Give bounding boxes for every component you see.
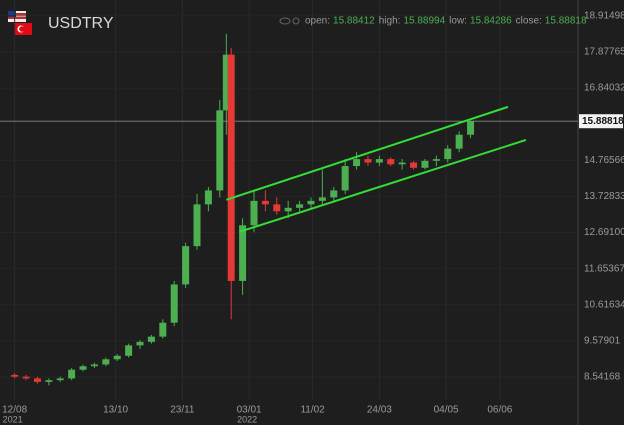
candle-body [410, 162, 418, 168]
candle-body [227, 54, 235, 281]
candle-body [353, 159, 361, 167]
header-value: 15.88994 [403, 16, 445, 27]
candle-body [68, 369, 76, 379]
candle-body [102, 359, 110, 365]
candle-body [222, 54, 230, 111]
chart-title: USDTRY [48, 15, 114, 32]
x-tick-label: 11/02 [300, 405, 325, 416]
candle-body [444, 148, 452, 160]
y-tick-label: 17.87765 [584, 47, 624, 58]
candle-body [239, 225, 247, 281]
header-label: high: [379, 16, 401, 27]
candle-body [307, 200, 315, 205]
y-tick-label: 10.61634 [584, 299, 624, 310]
candle-body [273, 204, 281, 212]
candle-body [467, 121, 475, 135]
x-tick-label: 04/05 [434, 405, 459, 416]
candle-body [341, 166, 349, 191]
header-value: 15.88818 [545, 16, 587, 27]
candle-body [33, 378, 41, 382]
y-tick-label: 18.91498 [584, 10, 624, 21]
y-tick-label: 13.72833 [584, 191, 624, 202]
eye-icon[interactable] [279, 17, 300, 25]
candle-body [318, 197, 326, 201]
candle-body [11, 374, 19, 377]
x-tick-label: 06/06 [487, 405, 512, 416]
candle-body [387, 159, 395, 165]
header-label: low: [449, 16, 467, 27]
x-tick-label: 23/11 [170, 405, 195, 416]
x-tick-label: 12/08 [2, 405, 27, 416]
price-label-box [579, 114, 623, 129]
candle-body [79, 366, 87, 370]
candle-body [284, 207, 292, 212]
candle-body [136, 341, 144, 346]
y-tick-label: 11.65367 [584, 263, 624, 274]
candle-body [455, 134, 463, 149]
candle-body [22, 376, 30, 379]
price-label: 15.88818 [582, 116, 624, 127]
x-tick-label: 13/10 [103, 405, 128, 416]
candle-body [45, 380, 53, 382]
candle-body [159, 322, 167, 337]
year-label: 2022 [237, 414, 257, 424]
candle-body [216, 110, 224, 191]
y-tick-label: 12.69100 [584, 227, 624, 238]
y-tick-label: 8.54168 [584, 372, 621, 383]
candle-body [182, 246, 190, 285]
header-label: open: [305, 16, 330, 27]
candle-body [432, 159, 440, 161]
header-value: 15.88412 [333, 16, 375, 27]
candle-body [204, 190, 212, 205]
x-tick-label: 24/03 [367, 405, 392, 416]
header-value: 15.84286 [470, 16, 512, 27]
x-tick-label: 03/01 [237, 405, 262, 416]
year-label: 2021 [3, 414, 23, 424]
candle-body [330, 190, 338, 198]
candle-body [364, 159, 372, 163]
candle-body [113, 355, 121, 360]
candle-body [90, 364, 98, 367]
y-tick-label: 14.76566 [584, 155, 624, 166]
y-tick-label: 9.57901 [584, 335, 621, 346]
candle-body [421, 160, 429, 168]
candle-body [170, 284, 178, 323]
candle-body [375, 159, 383, 163]
candle-body [250, 200, 258, 226]
candle-body [125, 345, 133, 356]
candle-body [147, 336, 155, 342]
candle-body [398, 162, 406, 165]
flag-tr [14, 23, 32, 35]
header-label: close: [516, 16, 542, 27]
flag-us [8, 11, 26, 22]
y-tick-label: 16.84032 [584, 83, 624, 94]
candle-body [296, 204, 304, 208]
candle-body [56, 378, 64, 381]
channel-line [239, 138, 527, 233]
channel-line [226, 105, 509, 201]
candle-body [193, 204, 201, 247]
candle-body [261, 200, 269, 205]
